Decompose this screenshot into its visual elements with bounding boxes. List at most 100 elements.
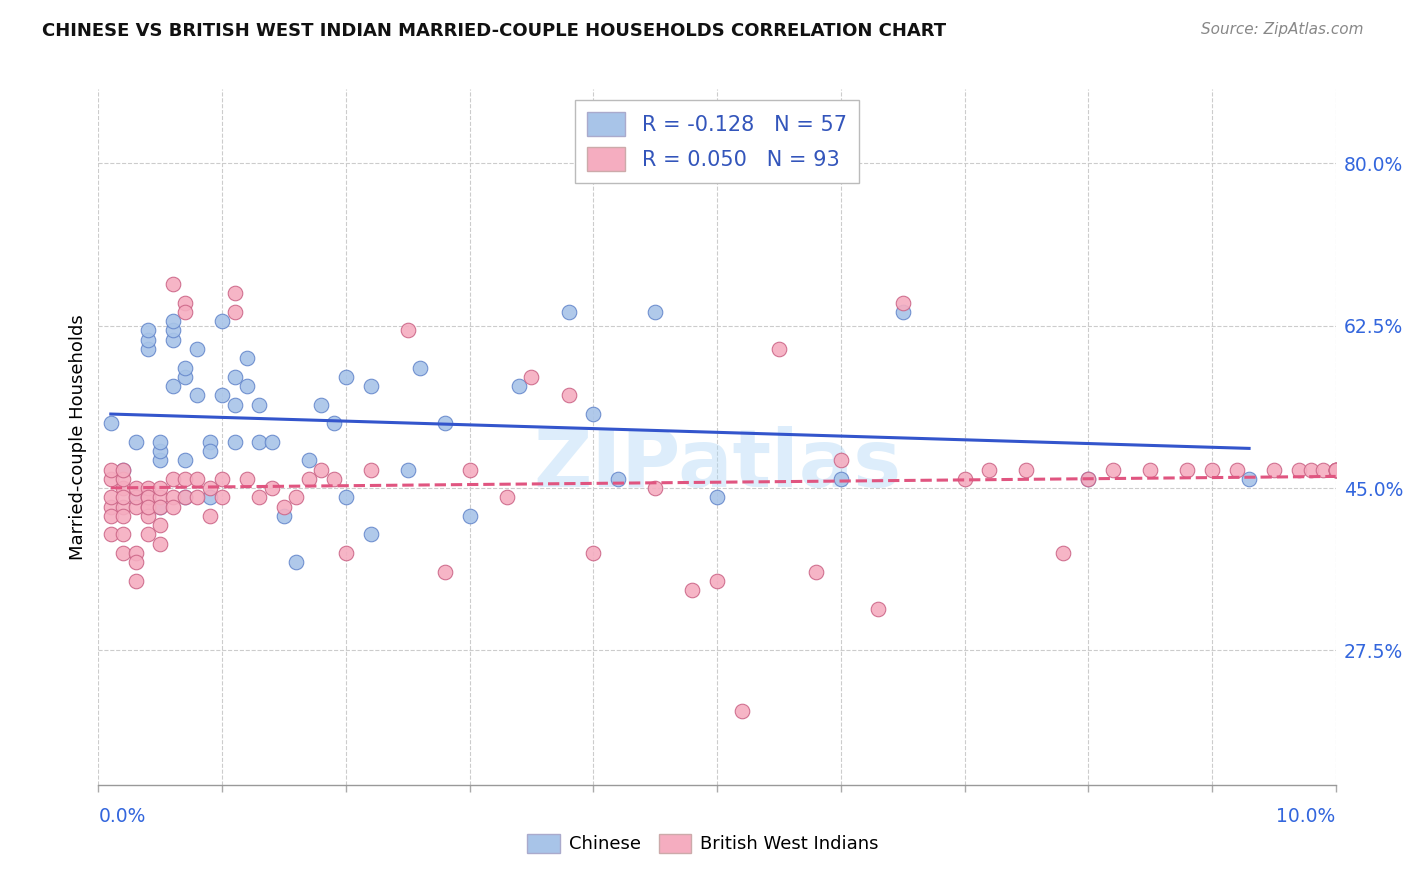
Point [644,481,666,495]
Point [706,491,728,505]
Point [211,388,233,402]
Y-axis label: Married-couple Households: Married-couple Households [69,314,87,560]
Point [458,462,481,476]
Point [198,491,221,505]
Point [162,500,184,514]
Point [112,462,135,476]
Point [124,491,146,505]
Point [162,333,184,347]
Point [124,555,146,569]
Point [804,565,827,579]
Point [830,472,852,486]
Point [224,286,246,301]
Point [1226,462,1249,476]
Point [174,369,197,384]
Point [186,491,208,505]
Text: 0.0%: 0.0% [98,807,146,826]
Text: ZIPatlas: ZIPatlas [533,425,901,504]
Point [112,491,135,505]
Point [979,462,1001,476]
Point [322,416,344,430]
Point [174,491,197,505]
Point [136,481,159,495]
Point [112,527,135,541]
Point [1288,462,1310,476]
Point [247,434,270,449]
Point [1263,462,1285,476]
Point [1077,472,1099,486]
Point [198,434,221,449]
Point [124,500,146,514]
Point [830,453,852,467]
Point [360,462,382,476]
Point [149,444,172,458]
Point [458,508,481,523]
Point [136,500,159,514]
Point [112,546,135,560]
Point [198,481,221,495]
Point [162,323,184,337]
Text: CHINESE VS BRITISH WEST INDIAN MARRIED-COUPLE HOUSEHOLDS CORRELATION CHART: CHINESE VS BRITISH WEST INDIAN MARRIED-C… [42,22,946,40]
Point [149,481,172,495]
Point [162,491,184,505]
Point [1052,546,1074,560]
Point [557,305,579,319]
Point [1324,462,1347,476]
Point [100,508,122,523]
Point [1324,462,1347,476]
Point [100,462,122,476]
Point [124,491,146,505]
Point [162,379,184,393]
Point [100,527,122,541]
Point [1201,462,1223,476]
Point [149,518,172,533]
Point [224,434,246,449]
Point [309,398,332,412]
Point [247,491,270,505]
Point [953,472,976,486]
Point [236,351,259,366]
Text: Source: ZipAtlas.com: Source: ZipAtlas.com [1201,22,1364,37]
Point [706,574,728,588]
Point [260,481,283,495]
Point [1324,462,1347,476]
Point [112,472,135,486]
Point [198,508,221,523]
Point [360,379,382,393]
Point [186,388,208,402]
Point [409,360,432,375]
Point [298,453,321,467]
Point [186,342,208,356]
Point [1102,462,1125,476]
Point [285,491,308,505]
Point [607,472,630,486]
Text: 10.0%: 10.0% [1277,807,1336,826]
Point [112,508,135,523]
Point [236,472,259,486]
Point [644,305,666,319]
Point [433,416,456,430]
Point [136,527,159,541]
Point [149,453,172,467]
Point [1237,472,1260,486]
Point [112,481,135,495]
Point [136,342,159,356]
Point [100,500,122,514]
Point [124,481,146,495]
Point [891,305,914,319]
Point [174,360,197,375]
Point [236,379,259,393]
Point [136,323,159,337]
Point [174,472,197,486]
Point [162,472,184,486]
Point [360,527,382,541]
Point [100,472,122,486]
Point [866,601,889,615]
Point [124,434,146,449]
Point [1139,462,1161,476]
Point [520,369,543,384]
Point [396,323,419,337]
Point [198,444,221,458]
Point [174,305,197,319]
Point [211,491,233,505]
